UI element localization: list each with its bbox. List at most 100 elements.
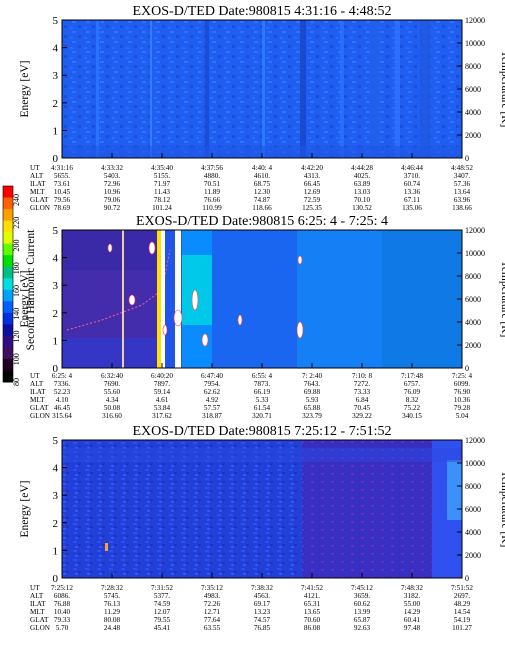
y-tick-label: 1 xyxy=(53,125,59,137)
heatmap-streak xyxy=(150,20,152,158)
y-tick-label: 5 xyxy=(53,225,59,237)
table-cell: 2697. xyxy=(454,592,470,600)
table-cell: 7:25: 4 xyxy=(452,372,473,380)
table-cell: 6:55: 4 xyxy=(252,372,273,380)
table-cell: 10.96 xyxy=(104,188,121,196)
table-cell: 7:10: 8 xyxy=(352,372,373,380)
table-cell: 78.69 xyxy=(54,204,71,212)
table-cell: 61.54 xyxy=(254,404,271,412)
y-tick-label: 4 xyxy=(53,43,59,55)
table-cell: 7954. xyxy=(204,380,220,388)
table-cell: 4:33:32 xyxy=(101,164,123,172)
table-cell: 70.45 xyxy=(354,404,371,412)
table-cell: 340.15 xyxy=(402,412,422,420)
colorbar-swatch xyxy=(3,324,13,337)
y2-tick-label: 12000 xyxy=(465,16,485,25)
table-cell: 7:51:52 xyxy=(451,584,473,592)
y-axis-label: Energy [eV] xyxy=(19,61,31,118)
heatmap-streak xyxy=(420,20,430,158)
table-cell: 72.26 xyxy=(204,600,221,608)
y-tick-label: 3 xyxy=(53,70,59,82)
table-cell: 101.24 xyxy=(152,204,172,212)
table-cell: 130.52 xyxy=(352,204,372,212)
heatmap-streak xyxy=(96,20,99,158)
colorbar-swatch xyxy=(3,289,13,302)
row-label: GLON xyxy=(30,204,51,212)
colorbar-label: Second Harmonic Current xyxy=(25,229,37,351)
y-tick-label: 2 xyxy=(53,308,59,320)
y-tick-label: 1 xyxy=(53,545,59,557)
table-cell: 5.93 xyxy=(306,396,319,404)
y2-tick-label: 6000 xyxy=(465,295,481,304)
row-label: ILAT xyxy=(30,180,46,188)
table-cell: 4983. xyxy=(204,592,220,600)
row-label: ILAT xyxy=(30,388,46,396)
colorbar-frame xyxy=(2,185,14,383)
table-cell: 7272. xyxy=(354,380,370,388)
y2-axis-label: Temperature [K] xyxy=(499,51,505,128)
table-cell: 48.29 xyxy=(454,600,471,608)
row-label: ILAT xyxy=(30,600,46,608)
y-tick-label: 4 xyxy=(53,253,59,265)
table-cell: 13.64 xyxy=(454,188,471,196)
y2-tick-label: 8000 xyxy=(465,62,481,71)
table-cell: 53.84 xyxy=(154,404,171,412)
table-cell: 5.70 xyxy=(56,624,69,632)
colorbar-swatch xyxy=(3,232,13,245)
table-cell: 4313. xyxy=(304,172,320,180)
table-cell: 92.63 xyxy=(354,624,371,632)
table-cell: 101.27 xyxy=(452,624,472,632)
y-tick-label: 5 xyxy=(53,15,59,27)
colorbar-swatch xyxy=(3,347,13,360)
table-cell: 73.61 xyxy=(54,180,71,188)
y2-axis-label: Temperature [K] xyxy=(499,471,505,548)
colorbar-tick-label: 100 xyxy=(12,353,21,365)
table-cell: 7873. xyxy=(254,380,270,388)
y-tick-label: 4 xyxy=(53,463,59,475)
heatmap-blob xyxy=(162,324,168,336)
table-cell: 7:35:12 xyxy=(201,584,223,592)
y2-tick-label: 0 xyxy=(465,364,469,373)
table-cell: 76.13 xyxy=(104,600,121,608)
y2-tick-label: 10000 xyxy=(465,249,485,258)
colorbar-swatch xyxy=(3,266,13,279)
table-cell: 54.19 xyxy=(454,616,471,624)
row-label: MLT xyxy=(30,188,45,196)
table-cell: 118.66 xyxy=(252,204,272,212)
row-label: UT xyxy=(30,372,40,380)
y-tick-label: 0 xyxy=(53,153,59,165)
colorbar-tick-label: 120 xyxy=(12,331,21,343)
table-cell: 63.89 xyxy=(354,180,371,188)
row-label: GLAT xyxy=(30,616,49,624)
table-cell: 62.62 xyxy=(204,388,221,396)
table-cell: 65.87 xyxy=(354,616,371,624)
row-label: GLAT xyxy=(30,404,49,412)
heatmap-band xyxy=(62,448,462,462)
row-label: ALT xyxy=(30,592,44,600)
heatmap-blob xyxy=(191,289,199,311)
table-cell: 70.51 xyxy=(204,180,221,188)
heatmap-blob xyxy=(237,314,243,326)
heatmap-blob xyxy=(297,255,303,265)
table-cell: 317.62 xyxy=(152,412,172,420)
table-cell: 6:47:40 xyxy=(201,372,223,380)
y2-tick-label: 2000 xyxy=(465,551,481,560)
table-cell: 4:31:16 xyxy=(51,164,73,172)
table-cell: 57.57 xyxy=(204,404,221,412)
table-cell: 3659. xyxy=(354,592,370,600)
table-cell: 320.71 xyxy=(252,412,272,420)
colorbar-swatch xyxy=(3,335,13,348)
table-cell: 316.60 xyxy=(102,412,122,420)
y2-tick-label: 10000 xyxy=(465,39,485,48)
table-cell: 4563. xyxy=(254,592,270,600)
table-cell: 4:44:28 xyxy=(351,164,373,172)
colorbar-swatch xyxy=(3,312,13,325)
table-cell: 66.19 xyxy=(254,388,271,396)
table-cell: 69.88 xyxy=(304,388,321,396)
y2-tick-label: 2000 xyxy=(465,131,481,140)
y2-tick-label: 0 xyxy=(465,574,469,583)
table-cell: 13.36 xyxy=(404,188,421,196)
heatmap-blob xyxy=(128,294,136,306)
table-cell: 7:41:52 xyxy=(301,584,323,592)
colorbar-tick-label: 180 xyxy=(12,262,21,274)
